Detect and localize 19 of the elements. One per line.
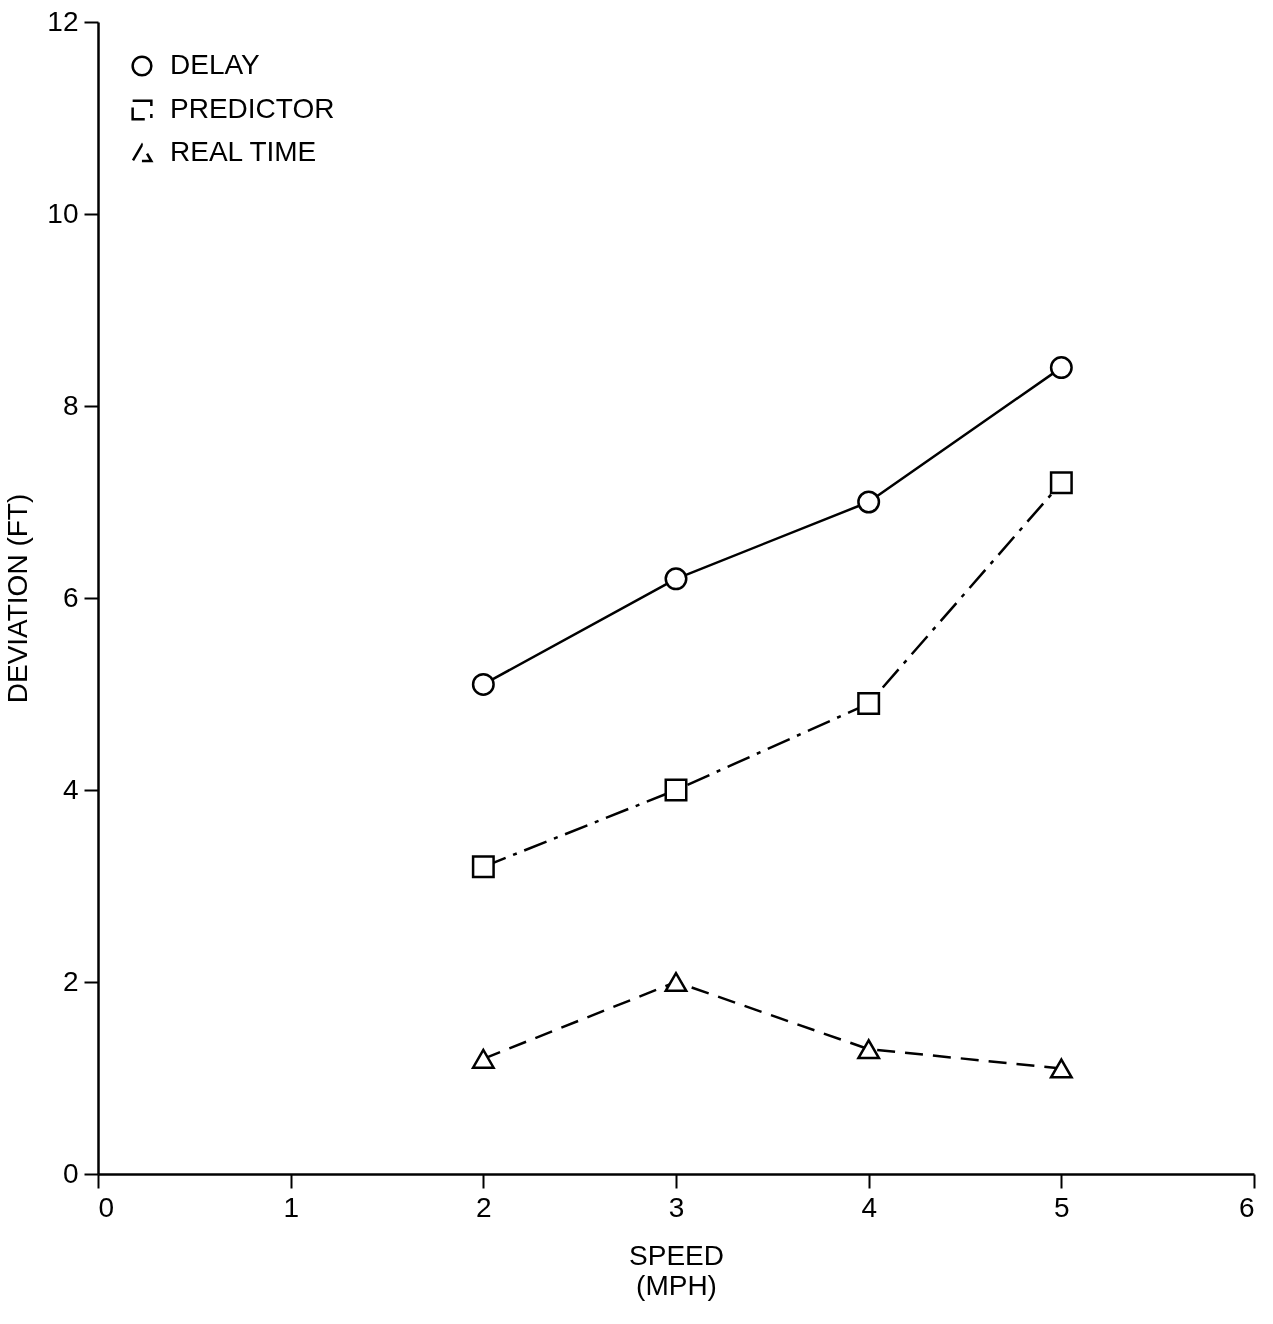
- y-axis-title: DEVIATION (FT): [2, 493, 34, 704]
- x-tick-label: 0: [98, 1191, 115, 1223]
- y-tick-label: 2: [62, 965, 79, 997]
- y-tick-label: 12: [47, 5, 79, 37]
- x-axis-title: SPEED (MPH): [629, 1239, 724, 1301]
- x-tick-label: 3: [668, 1191, 685, 1223]
- x-tick-label: 4: [861, 1191, 877, 1223]
- legend-label: DELAY: [170, 49, 261, 80]
- y-tick-label: 4: [62, 773, 79, 805]
- y-tick-label: 10: [47, 197, 79, 229]
- x-tick-label: 2: [476, 1191, 492, 1223]
- x-tick-label: 5: [1054, 1191, 1070, 1223]
- legend-label: REAL TIME: [170, 136, 317, 167]
- y-tick-label: 6: [62, 581, 79, 613]
- y-tick-label: 0: [62, 1157, 79, 1189]
- y-tick-label: 8: [62, 389, 79, 421]
- x-tick-label: 1: [283, 1191, 299, 1223]
- x-tick-label: 6: [1238, 1191, 1255, 1223]
- legend-label: PREDICTOR: [170, 93, 335, 124]
